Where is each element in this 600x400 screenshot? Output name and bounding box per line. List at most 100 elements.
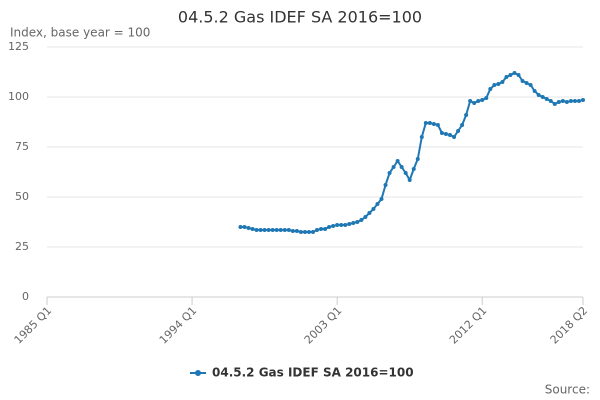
point xyxy=(359,218,364,222)
point xyxy=(520,79,525,83)
point xyxy=(427,121,432,125)
point xyxy=(492,83,497,87)
point xyxy=(431,122,436,126)
point xyxy=(407,178,412,182)
point xyxy=(319,227,324,231)
point xyxy=(423,121,428,125)
point xyxy=(242,225,247,229)
point xyxy=(290,229,295,233)
point xyxy=(564,100,569,104)
point xyxy=(282,228,287,232)
point xyxy=(302,230,307,234)
point xyxy=(468,99,473,103)
point xyxy=(262,228,267,232)
point xyxy=(403,171,408,175)
point xyxy=(238,225,243,229)
point xyxy=(544,97,549,101)
point xyxy=(452,135,457,139)
point xyxy=(331,224,336,228)
y-tick-label: 25 xyxy=(15,240,29,253)
point xyxy=(568,99,573,103)
point xyxy=(548,99,553,103)
point xyxy=(556,100,561,104)
x-tick-label: 1994 Q1 xyxy=(157,304,200,347)
point xyxy=(339,223,344,227)
point xyxy=(274,228,279,232)
point xyxy=(294,229,299,233)
point xyxy=(355,220,360,224)
point xyxy=(379,197,384,201)
chart-title: 04.5.2 Gas IDEF SA 2016=100 xyxy=(178,8,422,27)
point xyxy=(286,228,291,232)
point xyxy=(456,129,461,133)
y-axis-label: Index, base year = 100 xyxy=(10,26,150,40)
point xyxy=(536,93,541,97)
point xyxy=(532,89,537,93)
y-tick-label: 0 xyxy=(22,290,29,303)
point xyxy=(371,207,376,211)
point xyxy=(500,80,505,84)
point xyxy=(540,95,545,99)
point xyxy=(552,102,557,106)
y-tick-label: 75 xyxy=(15,140,29,153)
point xyxy=(383,183,388,187)
point xyxy=(411,167,416,171)
point xyxy=(266,228,271,232)
point xyxy=(395,159,400,163)
point xyxy=(258,228,263,232)
source: Source: xyxy=(545,383,590,397)
point xyxy=(464,113,469,117)
point xyxy=(476,99,481,103)
point xyxy=(488,87,493,91)
point xyxy=(528,83,533,87)
point xyxy=(560,99,565,103)
point xyxy=(572,99,577,103)
point xyxy=(484,96,489,100)
point xyxy=(298,230,303,234)
point xyxy=(448,133,453,137)
point xyxy=(387,171,392,175)
point xyxy=(327,225,332,229)
y-tick-label: 100 xyxy=(8,90,29,103)
point xyxy=(480,98,485,102)
point xyxy=(278,228,283,232)
point xyxy=(310,230,315,234)
point xyxy=(435,123,440,127)
point xyxy=(351,221,356,225)
point xyxy=(315,228,320,232)
point xyxy=(496,82,501,86)
point xyxy=(375,202,380,206)
point xyxy=(504,75,509,79)
point xyxy=(524,81,529,85)
point xyxy=(508,73,513,77)
x-tick-label: 2003 Q1 xyxy=(302,304,345,347)
point xyxy=(581,98,585,102)
x-tick-label: 2018 Q2 xyxy=(548,304,591,347)
point xyxy=(516,73,521,77)
point xyxy=(335,223,340,227)
point xyxy=(343,223,348,227)
point xyxy=(270,228,275,232)
point xyxy=(323,227,328,231)
y-tick-label: 50 xyxy=(15,190,29,203)
point xyxy=(363,215,368,219)
legend-marker xyxy=(195,370,201,376)
point xyxy=(460,123,465,127)
x-tick-label: 2012 Q1 xyxy=(447,304,490,347)
point xyxy=(439,131,444,135)
point xyxy=(512,71,517,75)
point xyxy=(250,227,255,231)
point xyxy=(399,165,404,169)
point xyxy=(367,211,372,215)
point xyxy=(347,222,352,226)
point xyxy=(443,132,448,136)
x-tick-label: 1985 Q1 xyxy=(12,304,55,347)
point xyxy=(419,135,424,139)
point xyxy=(246,226,251,230)
y-tick-label: 125 xyxy=(8,40,29,53)
point xyxy=(391,165,396,169)
point xyxy=(415,157,420,161)
point xyxy=(254,228,259,232)
point xyxy=(306,230,311,234)
